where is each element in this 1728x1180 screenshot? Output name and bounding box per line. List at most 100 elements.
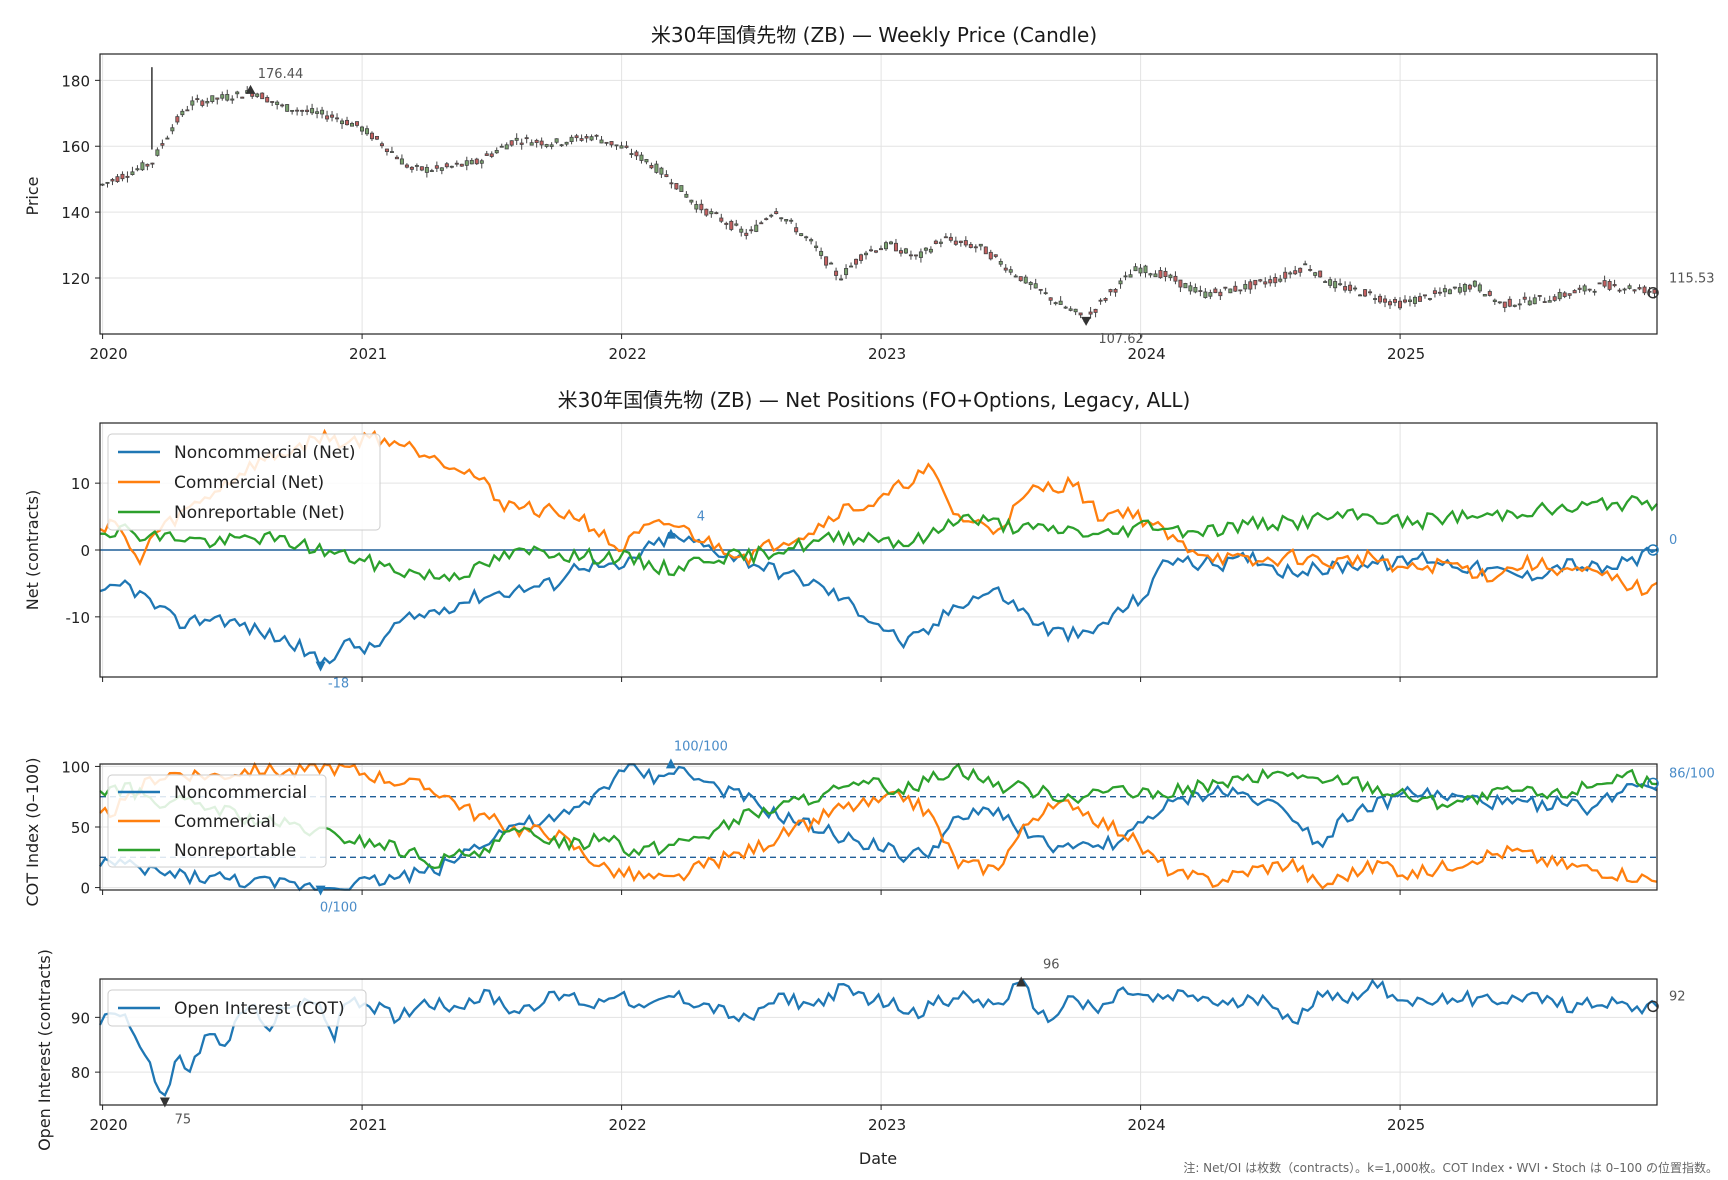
candle-body	[1407, 299, 1412, 302]
cot-index-panel: COT Index (0–100) 0 50 100 100/100 0/100 86/…	[23, 739, 1715, 915]
candle-body	[165, 137, 170, 140]
candle-body	[1537, 295, 1542, 297]
candle-body	[764, 218, 769, 221]
last-marker	[1647, 1000, 1659, 1013]
candle-body	[1328, 279, 1333, 286]
candle-body	[684, 193, 689, 198]
candle-body	[968, 243, 973, 248]
candle-body	[170, 127, 175, 132]
candle-body	[579, 138, 584, 141]
candle-body	[1542, 301, 1547, 303]
candle-body	[449, 165, 454, 168]
candle-body	[434, 165, 439, 169]
x-tick-label: 2021	[349, 345, 387, 363]
candle-body	[1283, 271, 1288, 279]
candle-body	[769, 214, 774, 217]
candle-body	[953, 240, 958, 245]
y-tick-label: 90	[71, 1009, 90, 1027]
candle-body	[1592, 290, 1597, 293]
price-grid	[100, 54, 1657, 334]
candle-body	[200, 100, 205, 106]
candle-body	[1008, 269, 1013, 273]
candle-body	[918, 251, 923, 258]
min-marker	[315, 885, 326, 896]
candle-body	[479, 160, 484, 164]
net-chart-title: 米30年国債先物 (ZB) — Net Positions (FO+Option…	[558, 388, 1191, 412]
candle-body	[1652, 289, 1657, 294]
candle-body	[1487, 291, 1492, 296]
candle-body	[714, 212, 719, 215]
candle-body	[1298, 267, 1303, 273]
net-legend: Noncommercial (Net) Commercial (Net) Non…	[107, 433, 381, 531]
candle-body	[1572, 290, 1577, 294]
candle-body	[265, 96, 270, 103]
cot-legend: Noncommercial Commercial Nonreportable	[107, 774, 327, 868]
candle-body	[1178, 279, 1183, 288]
cot-annotations: 100/100 0/100 86/100	[315, 739, 1715, 916]
candle-body	[514, 137, 519, 141]
series-line-noncommercial-net-	[99, 532, 1658, 669]
candle-body	[1642, 286, 1647, 294]
oi-annotations: 96 75 92	[159, 957, 1686, 1128]
candle-body	[1467, 284, 1472, 290]
candle-body	[1143, 265, 1148, 274]
last-label: 115.53	[1669, 272, 1715, 287]
oi-plot-frame	[99, 978, 1658, 1106]
candle-body	[564, 141, 569, 145]
candle-body	[1422, 294, 1427, 297]
min-marker	[1081, 316, 1092, 326]
candle-body	[878, 248, 883, 251]
candle-body	[983, 246, 988, 255]
candle-body	[734, 223, 739, 226]
candle-body	[225, 94, 230, 101]
candle-body	[724, 222, 729, 225]
series-line-commercial	[99, 761, 1658, 890]
candle-body	[484, 153, 489, 156]
price-panel: 米30年国債先物 (ZB) — Weekly Price (Candle) Pr…	[23, 23, 1715, 363]
candle-body	[589, 136, 594, 141]
candle-body	[379, 143, 384, 147]
candle-body	[160, 143, 165, 146]
candle-body	[829, 262, 834, 265]
candle-body	[689, 199, 694, 203]
candle-body	[140, 162, 145, 171]
candle-body	[1358, 294, 1363, 297]
candle-body	[1208, 292, 1213, 297]
candle-body	[439, 167, 444, 171]
candle-body	[739, 228, 744, 233]
candle-body	[1223, 286, 1228, 289]
candle-body	[624, 145, 629, 148]
last-marker	[1647, 544, 1659, 556]
candle-body	[270, 101, 275, 103]
candle-body	[943, 236, 948, 239]
candle-body	[639, 154, 644, 161]
candle-body	[824, 256, 829, 266]
x-tick-label: 2022	[609, 345, 647, 363]
candle-body	[1343, 286, 1348, 291]
candle-body	[629, 153, 634, 155]
candle-body	[928, 248, 933, 253]
candle-body	[1128, 274, 1133, 278]
candle-body	[130, 171, 135, 176]
cot-ticks: 0 50 100	[61, 758, 1401, 898]
candle-body	[1038, 288, 1043, 291]
candle-body	[125, 175, 130, 178]
open-interest-panel: Open Interest (contracts) 2020 2021 2022 20…	[35, 949, 1686, 1168]
candle-body	[1158, 270, 1163, 279]
last-label: 86/100	[1669, 766, 1715, 781]
candle-body	[1522, 296, 1527, 300]
candle-body	[1168, 274, 1173, 279]
candle-body	[1068, 308, 1073, 311]
y-tick-label: -10	[66, 609, 91, 627]
price-chart-title: 米30年国債先物 (ZB) — Weekly Price (Candle)	[651, 23, 1097, 47]
candle-body	[1432, 290, 1437, 294]
candle-body	[220, 94, 225, 99]
candle-body	[913, 254, 918, 257]
candle-body	[1153, 273, 1158, 278]
candle-body	[1203, 291, 1208, 298]
candle-body	[1397, 300, 1402, 309]
oi-x-label: Date	[859, 1149, 897, 1168]
candle-body	[235, 91, 240, 95]
candle-body	[215, 97, 220, 100]
max-marker	[665, 758, 676, 769]
